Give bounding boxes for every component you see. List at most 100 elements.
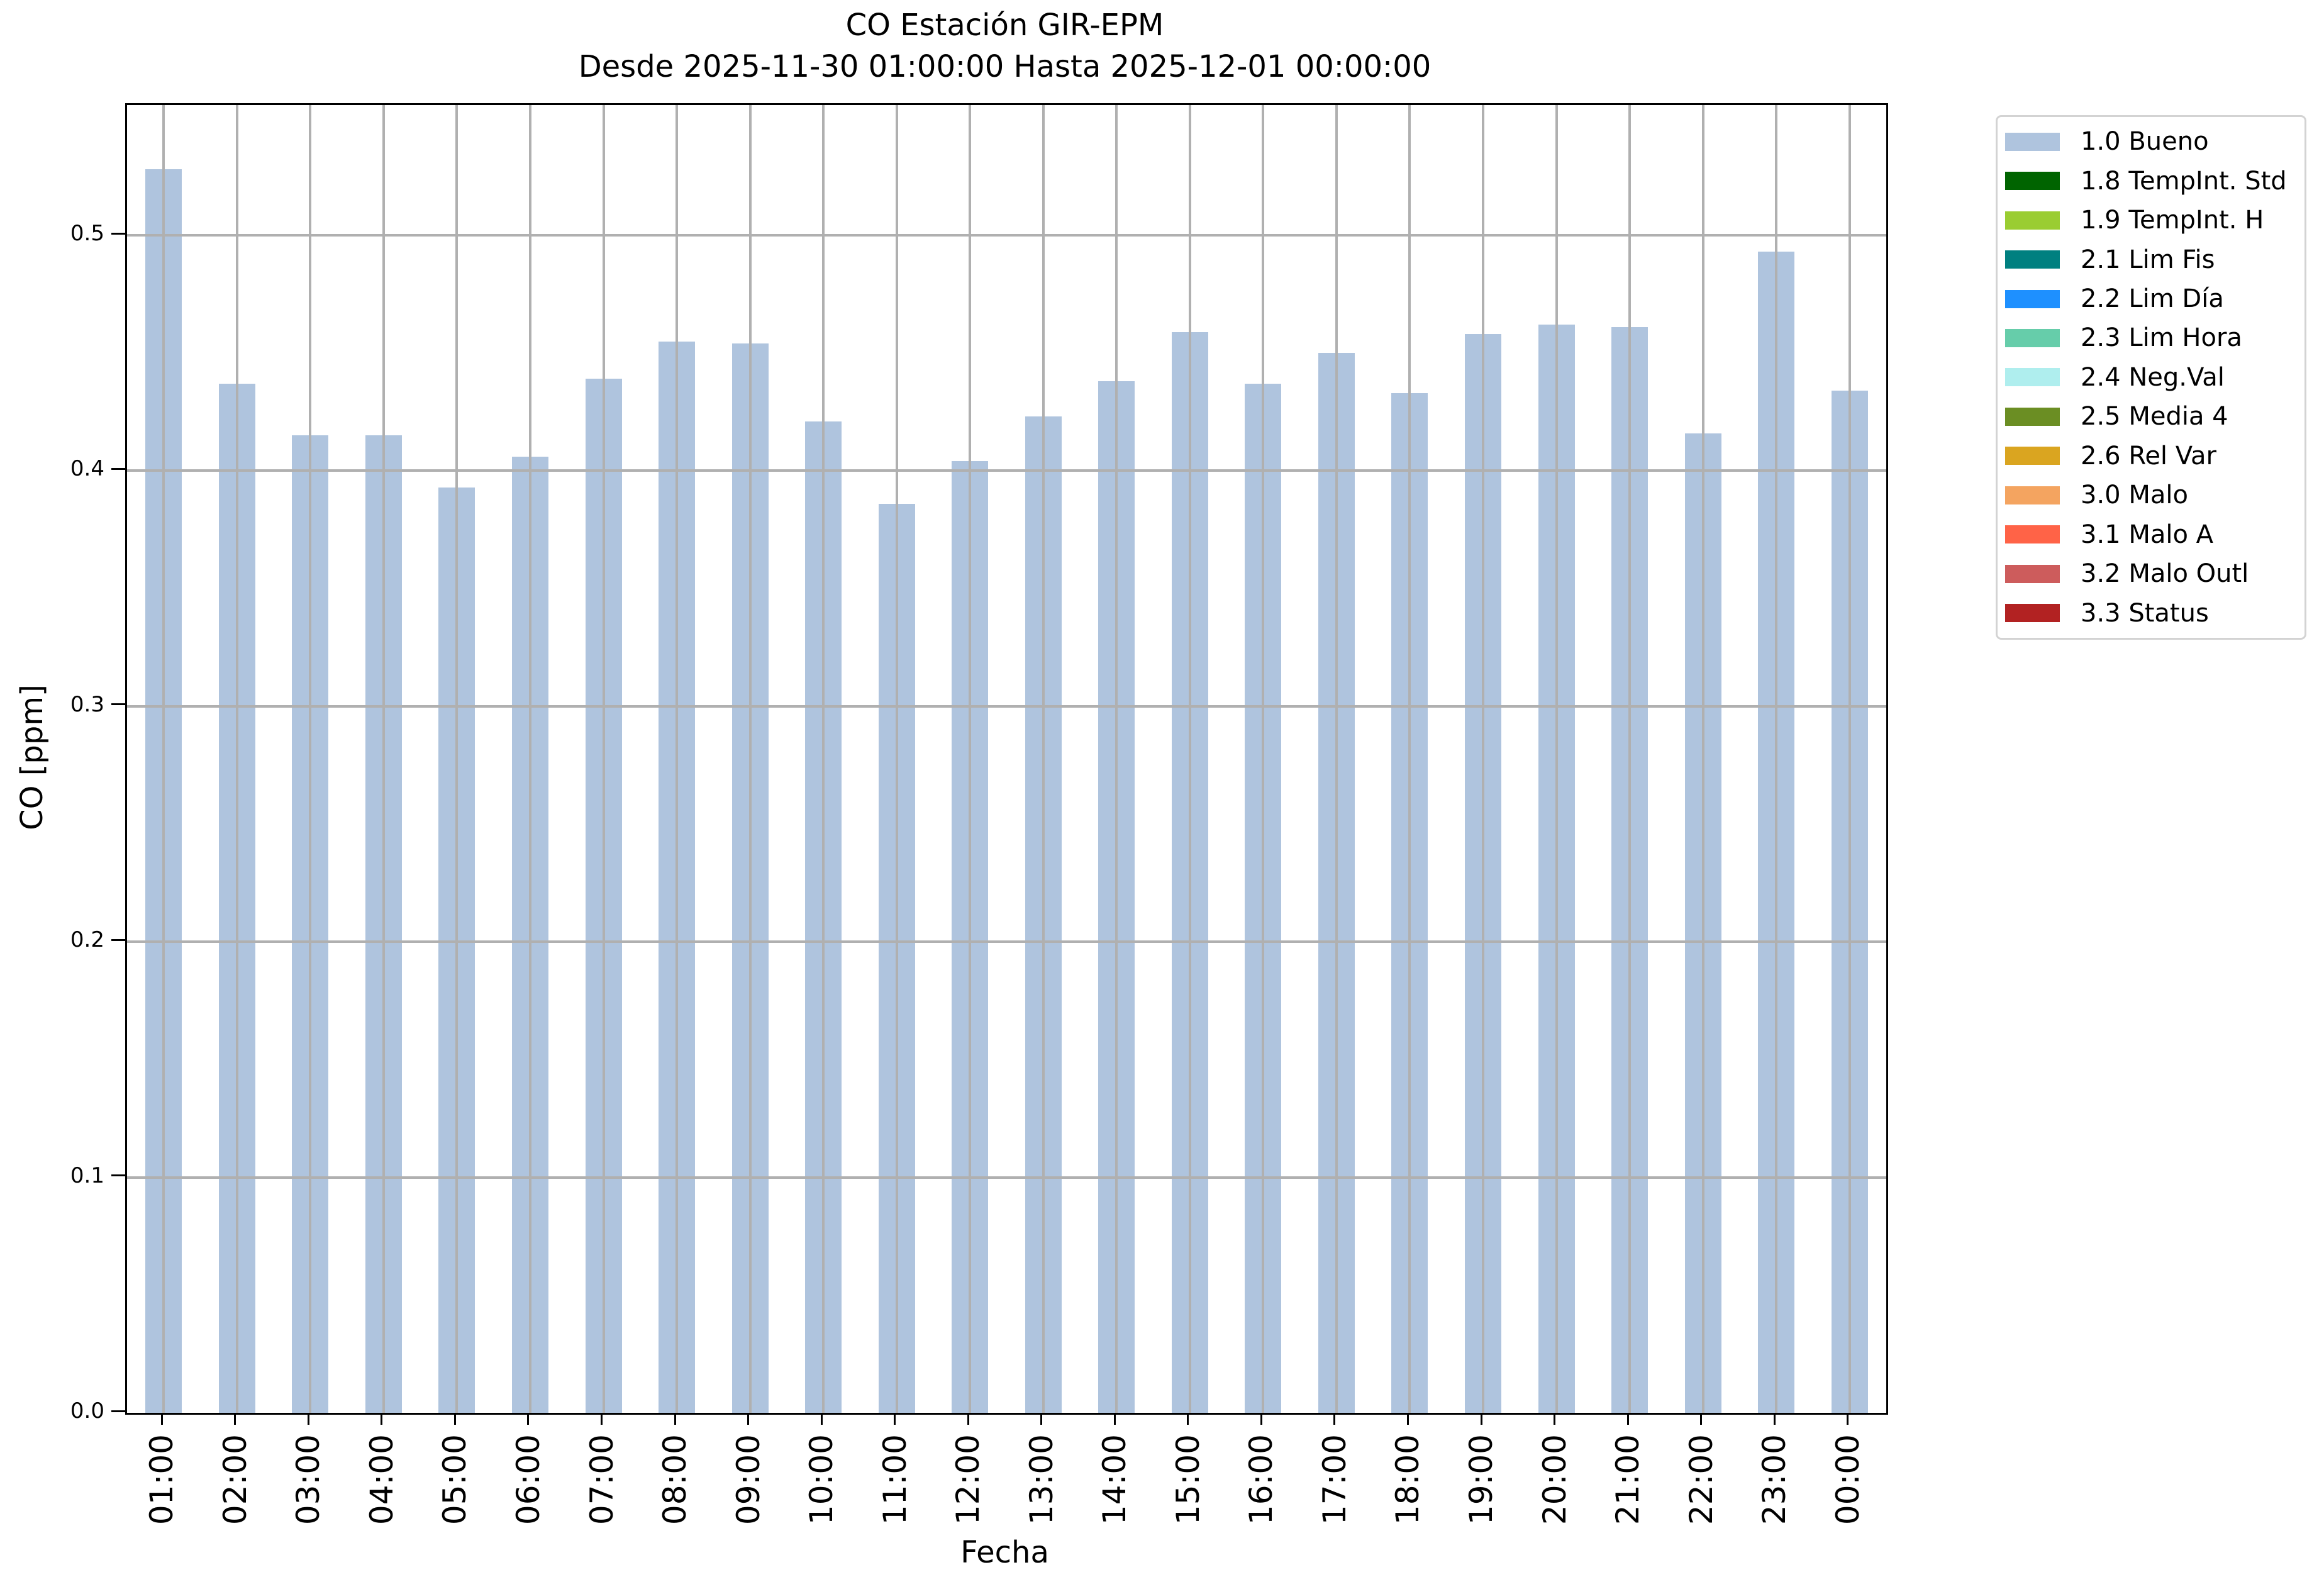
xtick-mark-23:00 xyxy=(1773,1411,1776,1425)
legend-swatch-icon xyxy=(2005,211,2060,230)
xtick-label-07:00: 07:00 xyxy=(583,1434,620,1525)
xtick-label-01:00: 01:00 xyxy=(143,1434,181,1525)
xtick-label-11:00: 11:00 xyxy=(876,1434,913,1525)
legend-item-8: 2.6 Rel Var xyxy=(1998,441,2305,471)
x-axis-label: Fecha xyxy=(960,1535,1049,1570)
legend-swatch-icon xyxy=(2005,289,2060,308)
xtick-mark-21:00 xyxy=(1626,1411,1629,1425)
gridline-x-10:00 xyxy=(822,105,825,1413)
xtick-mark-15:00 xyxy=(1187,1411,1189,1425)
legend-item-9: 3.0 Malo xyxy=(1998,480,2305,510)
xtick-mark-00:00 xyxy=(1847,1411,1849,1425)
legend-item-3: 2.1 Lim Fis xyxy=(1998,245,2305,275)
legend-item-10: 3.1 Malo A xyxy=(1998,520,2305,550)
chart-title: CO Estación GIR-EPM xyxy=(845,8,1164,43)
xtick-label-22:00: 22:00 xyxy=(1682,1434,1720,1525)
legend-label: 2.4 Neg.Val xyxy=(2081,362,2225,392)
xtick-mark-04:00 xyxy=(381,1411,383,1425)
xtick-label-21:00: 21:00 xyxy=(1610,1434,1647,1525)
xtick-label-05:00: 05:00 xyxy=(436,1434,474,1525)
xtick-mark-09:00 xyxy=(747,1411,750,1425)
xtick-label-00:00: 00:00 xyxy=(1829,1434,1866,1525)
legend-swatch-icon xyxy=(2005,525,2060,544)
ytick-label-0.5: 0.5 xyxy=(70,221,104,247)
gridline-x-06:00 xyxy=(528,105,531,1413)
xtick-mark-08:00 xyxy=(674,1411,676,1425)
gridline-x-02:00 xyxy=(235,105,238,1413)
legend-label: 3.0 Malo xyxy=(2081,481,2188,510)
legend-label: 3.3 Status xyxy=(2081,598,2209,628)
legend-swatch-icon xyxy=(2005,368,2060,387)
ytick-mark-0.3 xyxy=(111,703,125,706)
ytick-label-0.1: 0.1 xyxy=(70,1162,104,1188)
xtick-label-12:00: 12:00 xyxy=(950,1434,987,1525)
gridline-y-0.5 xyxy=(127,234,1886,237)
legend-item-12: 3.3 Status xyxy=(1998,598,2305,628)
gridline-x-13:00 xyxy=(1042,105,1045,1413)
xtick-mark-10:00 xyxy=(820,1411,823,1425)
legend-label: 2.6 Rel Var xyxy=(2081,441,2216,471)
xtick-label-14:00: 14:00 xyxy=(1096,1434,1133,1525)
gridline-x-14:00 xyxy=(1115,105,1118,1413)
legend-item-5: 2.3 Lim Hora xyxy=(1998,323,2305,353)
gridline-x-22:00 xyxy=(1701,105,1704,1413)
ytick-mark-0.5 xyxy=(111,232,125,235)
xtick-mark-07:00 xyxy=(601,1411,603,1425)
xtick-mark-18:00 xyxy=(1406,1411,1409,1425)
gridline-x-04:00 xyxy=(382,105,385,1413)
legend: 1.0 Bueno 1.8 TempInt. Std 1.9 TempInt. H 2… xyxy=(1996,115,2306,640)
legend-swatch-icon xyxy=(2005,172,2060,191)
legend-label: 3.1 Malo A xyxy=(2081,520,2214,549)
legend-label: 2.3 Lim Hora xyxy=(2081,323,2242,353)
legend-item-0: 1.0 Bueno xyxy=(1998,126,2305,157)
xtick-label-18:00: 18:00 xyxy=(1389,1434,1426,1525)
gridline-x-16:00 xyxy=(1262,105,1265,1413)
gridline-x-18:00 xyxy=(1408,105,1411,1413)
ytick-mark-0.4 xyxy=(111,467,125,470)
xtick-mark-05:00 xyxy=(453,1411,456,1425)
legend-item-11: 3.2 Malo Outl xyxy=(1998,559,2305,589)
gridline-x-21:00 xyxy=(1628,105,1632,1413)
gridline-x-07:00 xyxy=(602,105,605,1413)
gridline-x-12:00 xyxy=(969,105,972,1413)
gridline-x-17:00 xyxy=(1335,105,1338,1413)
xtick-label-09:00: 09:00 xyxy=(730,1434,767,1525)
legend-item-7: 2.5 Media 4 xyxy=(1998,401,2305,432)
ytick-mark-0.2 xyxy=(111,939,125,941)
gridline-y-0.1 xyxy=(127,1176,1886,1179)
legend-label: 1.0 Bueno xyxy=(2081,127,2209,157)
xtick-label-15:00: 15:00 xyxy=(1169,1434,1206,1525)
xtick-label-16:00: 16:00 xyxy=(1243,1434,1280,1525)
legend-swatch-icon xyxy=(2005,564,2060,583)
gridline-x-15:00 xyxy=(1188,105,1191,1413)
gridline-x-01:00 xyxy=(162,105,165,1413)
gridline-y-0.4 xyxy=(127,469,1886,472)
gridline-x-20:00 xyxy=(1555,105,1558,1413)
xtick-mark-20:00 xyxy=(1554,1411,1556,1425)
xtick-mark-11:00 xyxy=(894,1411,896,1425)
xtick-mark-22:00 xyxy=(1700,1411,1703,1425)
ytick-mark-0.1 xyxy=(111,1174,125,1177)
plot-area xyxy=(125,103,1888,1415)
gridline-x-03:00 xyxy=(309,105,312,1413)
ytick-label-0.2: 0.2 xyxy=(70,927,104,953)
legend-swatch-icon xyxy=(2005,250,2060,269)
xtick-label-19:00: 19:00 xyxy=(1463,1434,1500,1525)
y-axis-label: CO [ppm] xyxy=(14,684,50,830)
legend-label: 2.5 Media 4 xyxy=(2081,402,2228,432)
xtick-label-23:00: 23:00 xyxy=(1756,1434,1793,1525)
legend-item-6: 2.4 Neg.Val xyxy=(1998,362,2305,393)
xtick-label-10:00: 10:00 xyxy=(803,1434,840,1525)
ytick-label-0.3: 0.3 xyxy=(70,691,104,717)
legend-swatch-icon xyxy=(2005,328,2060,347)
ytick-mark-0.0 xyxy=(111,1410,125,1412)
legend-swatch-icon xyxy=(2005,486,2060,504)
gridline-x-09:00 xyxy=(748,105,752,1413)
xtick-mark-01:00 xyxy=(160,1411,163,1425)
legend-swatch-icon xyxy=(2005,132,2060,151)
gridline-x-19:00 xyxy=(1482,105,1485,1413)
xtick-label-02:00: 02:00 xyxy=(216,1434,253,1525)
gridline-y-0.2 xyxy=(127,940,1886,944)
legend-label: 1.9 TempInt. H xyxy=(2081,206,2264,235)
